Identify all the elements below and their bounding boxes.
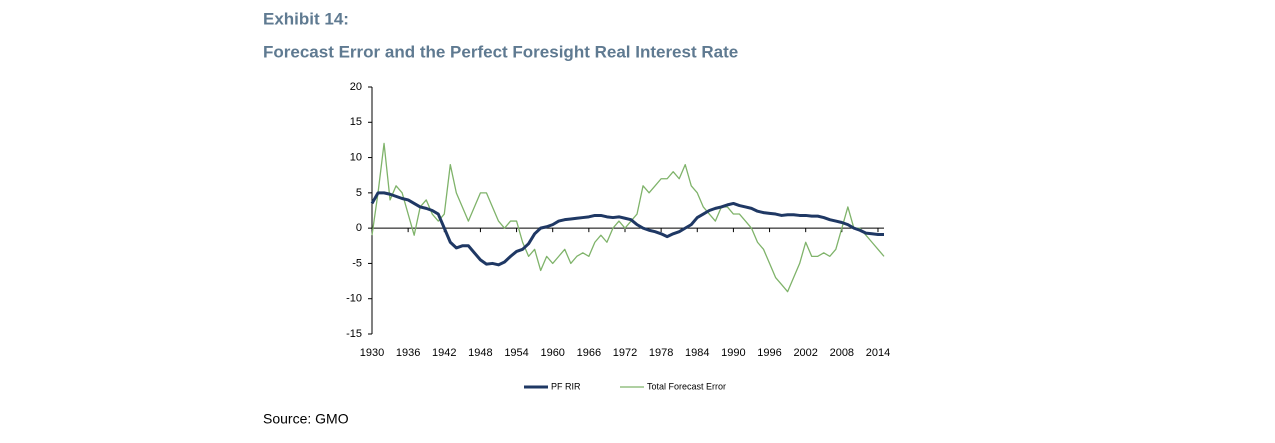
source: Source: GMO (263, 411, 349, 427)
chart-title: Forecast Error and the Perfect Foresight… (263, 42, 738, 61)
y-tick-label: 10 (350, 151, 362, 163)
x-tick-label: 1954 (504, 347, 528, 359)
x-tick-label: 2014 (866, 347, 890, 359)
exhibit-label: Exhibit 14: (263, 9, 349, 28)
y-tick-label: -10 (346, 293, 362, 305)
x-tick-label: 1984 (685, 347, 709, 359)
x-tick-label: 1966 (577, 347, 601, 359)
series-line (371, 142, 885, 293)
x-tick-label: 2008 (830, 347, 854, 359)
x-tick-label: 1972 (613, 347, 637, 359)
y-tick-label: 20 (350, 81, 362, 93)
x-tick-label: 1996 (757, 347, 781, 359)
y-tick-label: 5 (356, 187, 362, 199)
series-line (370, 191, 884, 267)
legend-label: PF RIR (551, 381, 581, 391)
x-tick-label: 1978 (649, 347, 673, 359)
x-tick-label: 2002 (793, 347, 817, 359)
y-tick-label: -5 (352, 257, 362, 269)
x-tick-label: 1990 (721, 347, 745, 359)
legend-label: Total Forecast Error (647, 381, 726, 391)
x-tick-label: 1930 (360, 347, 384, 359)
x-tick-label: 1948 (468, 347, 492, 359)
x-tick-label: 1942 (432, 347, 456, 359)
y-tick-label: 0 (356, 222, 362, 234)
x-tick-label: 1960 (540, 347, 564, 359)
y-tick-label: 15 (350, 116, 362, 128)
y-tick-label: -15 (346, 328, 362, 340)
x-tick-label: 1936 (396, 347, 420, 359)
